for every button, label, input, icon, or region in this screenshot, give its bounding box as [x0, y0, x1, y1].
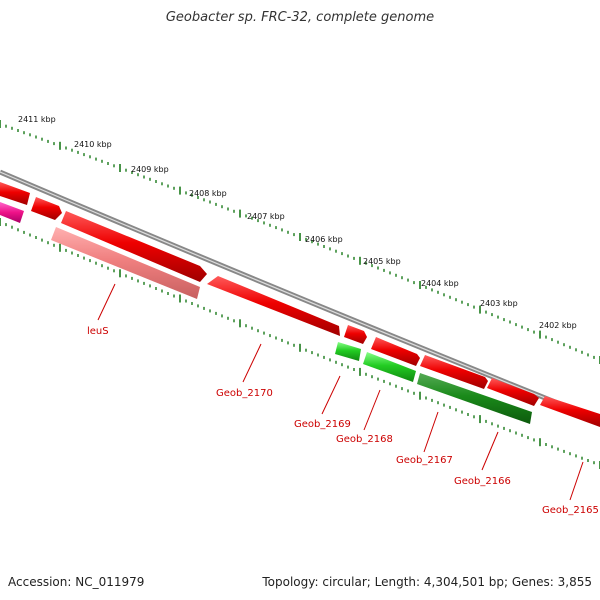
leader-line: [423, 411, 439, 453]
genome-summary-text: Topology: circular; Length: 4,304,501 bp…: [262, 575, 592, 589]
leader-line: [242, 343, 262, 383]
gene-arrow-reverse-magenta: [0, 202, 24, 223]
gene-label: Geob_2165: [542, 505, 599, 516]
leader-line: [363, 389, 381, 431]
genome-backbone: [0, 169, 600, 423]
leader-line: [321, 375, 341, 415]
gene-arrow-reverse-green: [335, 342, 361, 361]
gene-arrow-forward: [344, 325, 367, 344]
map-title: Geobacter sp. FRC-32, complete genome: [165, 10, 435, 25]
gene-label: Geob_2170: [216, 388, 273, 399]
gene-label: Geob_2168: [336, 434, 393, 445]
forward-strand-genes: [0, 182, 600, 427]
reverse-strand-genes: [0, 202, 532, 424]
gene-arrow-reverse-green: [363, 352, 416, 382]
gene-arrow-forward: [420, 355, 488, 389]
scale-label: 2408 kbp: [189, 189, 227, 198]
gene-label: Geob_2167: [396, 455, 453, 466]
scale-label: 2407 kbp: [247, 212, 285, 221]
scale-label: 2405 kbp: [363, 257, 401, 266]
gene-arrow-reverse-light: [51, 227, 200, 299]
gene-label: Geob_2166: [454, 476, 511, 487]
scale-label: 2406 kbp: [305, 235, 343, 244]
gene-arrow-forward: [371, 337, 420, 366]
gene-arrow-forward: [207, 276, 340, 336]
gene-label: Geob_2169: [294, 419, 351, 430]
scale-label: 2410 kbp: [74, 140, 112, 149]
scale-label: 2403 kbp: [480, 299, 518, 308]
leader-line: [569, 461, 584, 501]
outer-scale-track: [0, 120, 600, 364]
gene-arrow-reverse-dark-green: [417, 373, 532, 424]
gene-arrow-forward: [31, 197, 62, 220]
leader-line: [481, 431, 499, 471]
gene-arrow-forward: [0, 182, 30, 205]
scale-label: 2404 kbp: [421, 279, 459, 288]
gene-labels: leuS Geob_2170 Geob_2169 Geob_2168 Geob_…: [87, 326, 599, 516]
gene-arrow-forward: [540, 396, 600, 427]
gene-arrow-forward: [61, 211, 207, 282]
scale-label: 2409 kbp: [131, 165, 169, 174]
scale-label: 2411 kbp: [18, 115, 56, 124]
scale-label: 2402 kbp: [539, 321, 577, 330]
gene-label-lines: [97, 283, 584, 501]
gene-label: leuS: [87, 326, 109, 337]
scale-labels: 2411 kbp 2410 kbp 2409 kbp 2408 kbp 2407…: [18, 115, 577, 330]
leader-line: [97, 283, 116, 321]
accession-text: Accession: NC_011979: [8, 575, 145, 589]
inner-scale-track: [0, 218, 600, 469]
gene-arrow-forward: [487, 378, 539, 406]
